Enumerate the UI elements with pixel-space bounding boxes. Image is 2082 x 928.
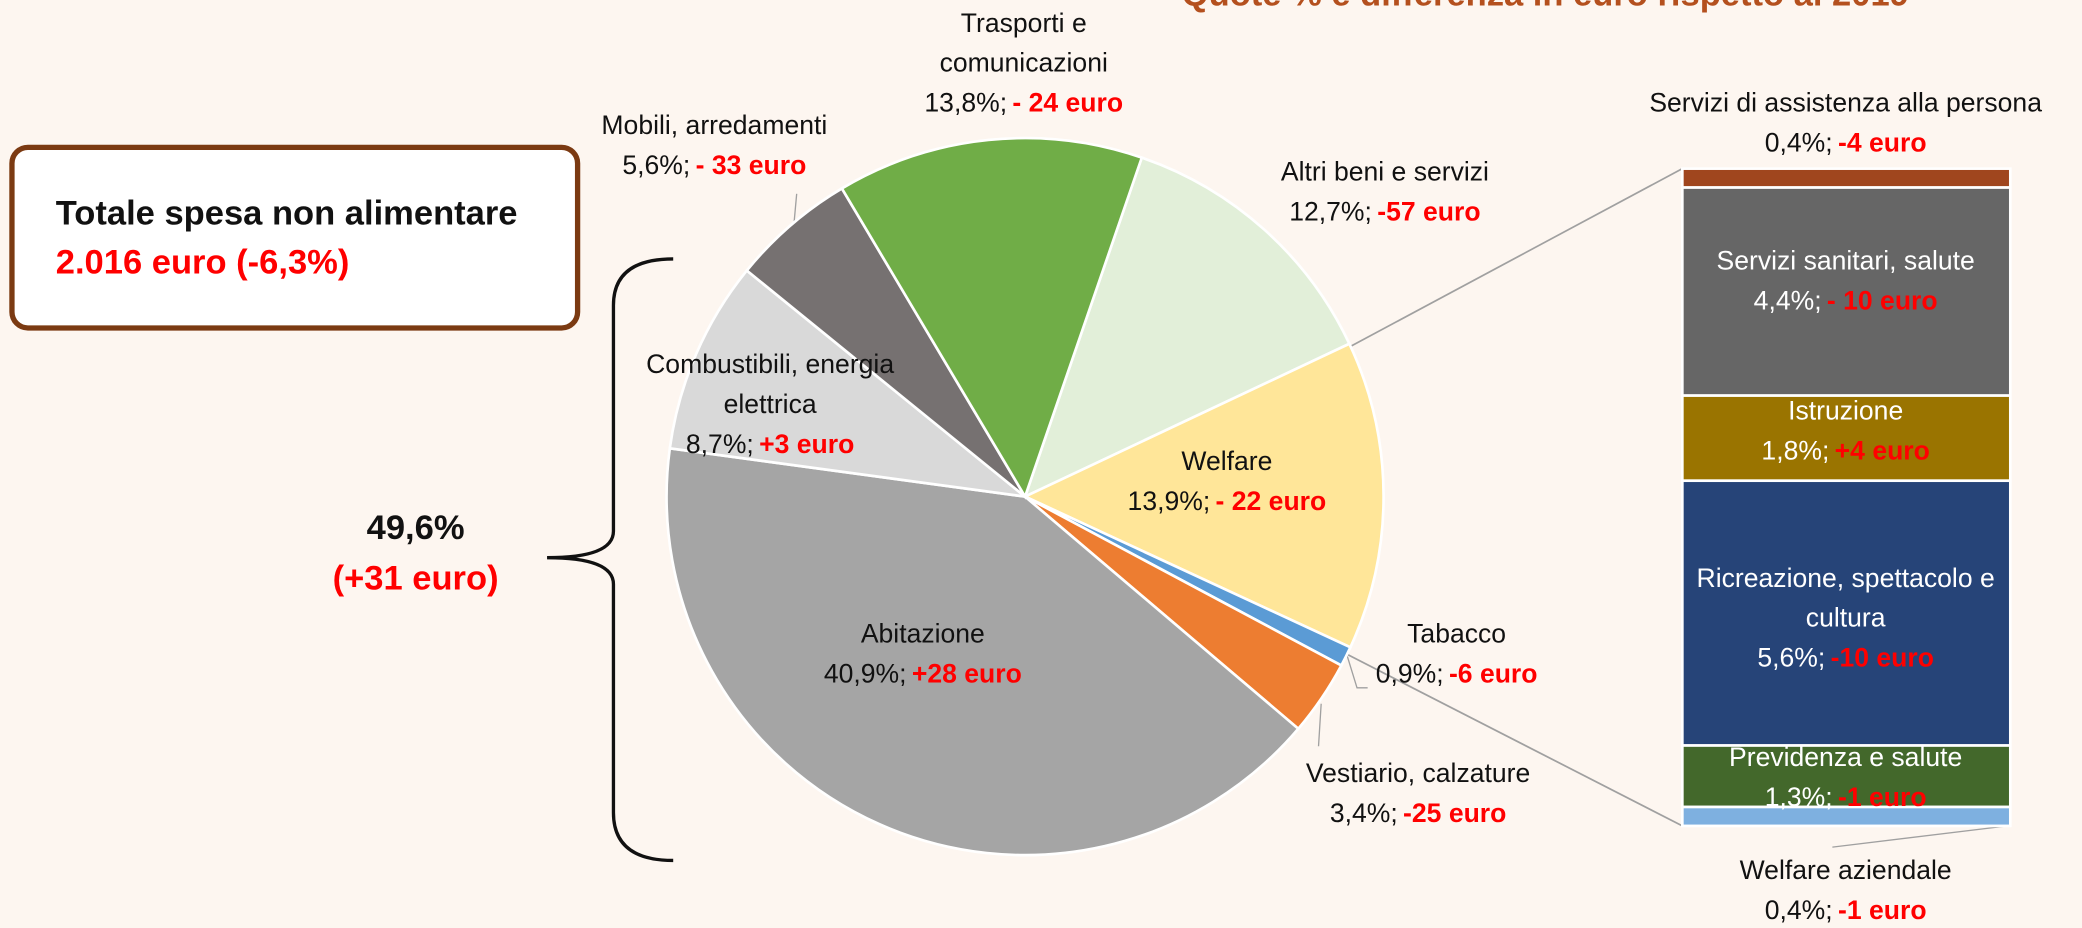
label-values: 4,4%; - 10 euro — [1680, 281, 2012, 321]
value-label: 40,9%; — [823, 659, 907, 690]
label-values: 0,9%; -6 euro — [1350, 655, 1562, 695]
diff-label: - 24 euro — [1012, 88, 1124, 119]
diff-label: -25 euro — [1403, 799, 1507, 829]
label-values: 8,7%; +3 euro — [617, 425, 922, 465]
bar-segment — [1681, 479, 2012, 747]
label-name: Abitazione — [860, 620, 985, 650]
diff-label: +3 euro — [759, 430, 855, 460]
connector — [1347, 167, 1683, 349]
pie-slice — [840, 136, 1144, 500]
slice-label: Altri beni e servizi 12,7%; -57 euro — [1232, 153, 1537, 233]
slice-label: Combustibili, energia elettrica 8,7%; +3 e… — [617, 345, 922, 465]
label-values: 0,4%; -1 euro — [1680, 891, 2012, 928]
bar-segment — [1681, 167, 2012, 189]
label-values: 12,7%; -57 euro — [1232, 193, 1537, 233]
label-values: 1,8%; +4 euro — [1680, 432, 2012, 472]
label-name: Tabacco — [1407, 620, 1507, 650]
bracket-diff: (+31 euro) — [332, 557, 499, 598]
slice-label: Istruzione 1,8%; +4 euro — [1680, 392, 2012, 472]
label-name: Welfare — [1181, 447, 1273, 477]
connector — [1344, 652, 1683, 827]
label-name: Servizi di assistenza alla persona — [1649, 88, 2042, 119]
diff-label: - 33 euro — [695, 151, 807, 181]
slice-label: Mobili, arredamenti 5,6%; - 33 euro — [568, 106, 860, 186]
pie-slice — [1021, 341, 1385, 650]
label-name: Trasporti e comunicazioni — [939, 9, 1108, 79]
leader-line — [1317, 703, 1322, 747]
slice-label: Trasporti e comunicazioni 13,8%; - 24 euro — [911, 4, 1137, 124]
label-values: 1,3%; -1 euro — [1680, 778, 2012, 818]
label-name: Previdenza e salute — [1729, 743, 1963, 773]
value-label: 12,7%; — [1289, 197, 1372, 228]
diff-label: -6 euro — [1448, 659, 1538, 690]
slice-label: Ricreazione, spettacolo e cultura 5,6%; -1… — [1680, 559, 2012, 679]
slice-label: Welfare 13,9%; - 22 euro — [1094, 442, 1360, 522]
value-label: 0,4%; — [1764, 896, 1833, 926]
total-title: Totale spesa non alimentare — [55, 192, 518, 233]
diff-label: +28 euro — [911, 659, 1022, 690]
diff-label: -4 euro — [1838, 128, 1927, 159]
value-label: 0,9%; — [1375, 659, 1444, 690]
label-name: Altri beni e servizi — [1280, 158, 1489, 188]
bracket — [547, 257, 674, 863]
diff-label: -10 euro — [1830, 643, 1934, 674]
label-values: 13,9%; - 22 euro — [1094, 482, 1360, 522]
label-name: Ricreazione, spettacolo e cultura — [1696, 564, 1995, 634]
label-values: 5,6%; -10 euro — [1680, 639, 2012, 679]
label-values: 3,4%; -25 euro — [1272, 794, 1564, 834]
slice-label: Servizi di assistenza alla persona 0,4%; -… — [1627, 84, 2065, 164]
label-values: 0,4%; -4 euro — [1627, 123, 2065, 163]
pie-slice — [744, 186, 1027, 498]
leader-line — [1832, 825, 2008, 848]
leader-line — [793, 193, 798, 224]
value-label: 3,4%; — [1329, 799, 1398, 829]
total-value: 2.016 euro (-6,3%) — [55, 241, 350, 282]
bar-segment — [1681, 805, 2012, 828]
value-label: 13,9%; — [1127, 487, 1211, 517]
pie-slice — [665, 446, 1301, 857]
value-label: 1,8%; — [1761, 436, 1830, 467]
slice-label: Abitazione 40,9%; +28 euro — [777, 615, 1069, 695]
value-label: 4,4%; — [1753, 286, 1822, 317]
pie-slice — [668, 268, 1030, 499]
label-values: 40,9%; +28 euro — [777, 655, 1069, 695]
label-name: Mobili, arredamenti — [601, 111, 828, 141]
label-values: 5,6%; - 33 euro — [568, 146, 860, 186]
bracket-share: 49,6% — [366, 507, 465, 548]
slice-label: Welfare aziendale 0,4%; -1 euro — [1680, 851, 2012, 928]
value-label: 13,8%; — [924, 88, 1008, 119]
chart-title: Quote % e differenza in euro rispetto al… — [1182, 0, 1909, 15]
value-label: 1,3%; — [1764, 783, 1833, 813]
leader-line — [1345, 653, 1368, 689]
slice-label: Vestiario, calzature 3,4%; -25 euro — [1272, 754, 1564, 834]
total-box — [9, 144, 581, 331]
label-name: Vestiario, calzature — [1305, 759, 1531, 789]
label-name: Combustibili, energia elettrica — [646, 350, 895, 420]
pie-slice — [1022, 155, 1352, 500]
label-name: Istruzione — [1788, 397, 1904, 427]
slice-label: Previdenza e salute 1,3%; -1 euro — [1680, 738, 2012, 818]
diff-label: +4 euro — [1834, 436, 1930, 467]
bar-segment — [1681, 186, 2012, 397]
diff-label: -1 euro — [1838, 783, 1927, 813]
diff-label: - 10 euro — [1826, 286, 1938, 317]
label-name: Servizi sanitari, salute — [1716, 246, 1975, 277]
value-label: 5,6%; — [622, 151, 691, 181]
label-values: 13,8%; - 24 euro — [911, 84, 1137, 124]
value-label: 8,7%; — [685, 430, 754, 460]
diff-label: -1 euro — [1838, 896, 1927, 926]
label-name: Welfare aziendale — [1739, 856, 1952, 886]
slice-label: Servizi sanitari, salute 4,4%; - 10 euro — [1680, 242, 2012, 322]
value-label: 0,4%; — [1764, 128, 1833, 159]
diff-label: -57 euro — [1377, 197, 1481, 228]
slice-label: Tabacco 0,9%; -6 euro — [1350, 615, 1562, 695]
bar-segment — [1681, 394, 2012, 483]
value-label: 5,6%; — [1757, 643, 1826, 674]
diff-label: - 22 euro — [1215, 487, 1327, 517]
